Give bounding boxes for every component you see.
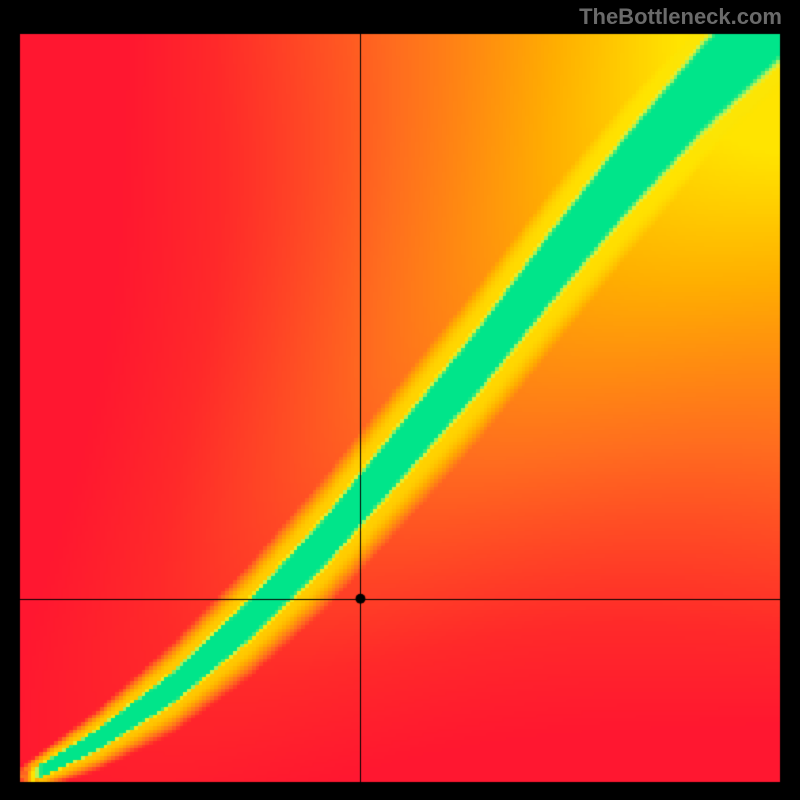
chart-container: TheBottleneck.com (0, 0, 800, 800)
heatmap-canvas (0, 0, 800, 800)
